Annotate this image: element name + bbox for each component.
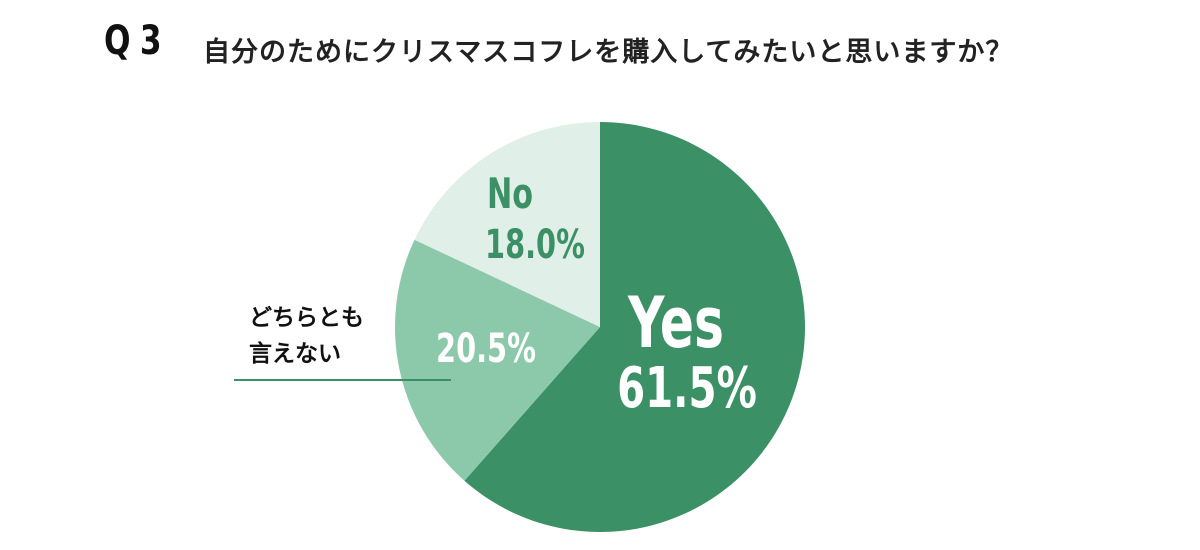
question-number: Q3 xyxy=(104,18,171,64)
chart-header: Q3 自分のためにクリスマスコフレを購入してみたいと思いますか？ xyxy=(0,0,1200,100)
slice-value-neither: 20.5% xyxy=(436,326,536,372)
slice-label-neither-line-2: 言えない xyxy=(249,341,341,367)
pie-slice-neither xyxy=(395,239,600,481)
slice-label-yes: Yes xyxy=(627,283,724,364)
slice-value-no: 18.0% xyxy=(485,222,585,268)
slice-value-yes: 61.5% xyxy=(617,355,757,420)
slice-label-neither: どちらとも 言えない xyxy=(249,300,364,372)
leader-line xyxy=(234,379,451,381)
pie-slice-yes xyxy=(464,122,806,532)
slice-label-neither-line-1: どちらとも xyxy=(249,305,364,331)
question-title: 自分のためにクリスマスコフレを購入してみたいと思いますか？ xyxy=(203,37,1014,68)
slice-label-no: No xyxy=(487,169,533,218)
pie-slice-no xyxy=(414,122,600,327)
